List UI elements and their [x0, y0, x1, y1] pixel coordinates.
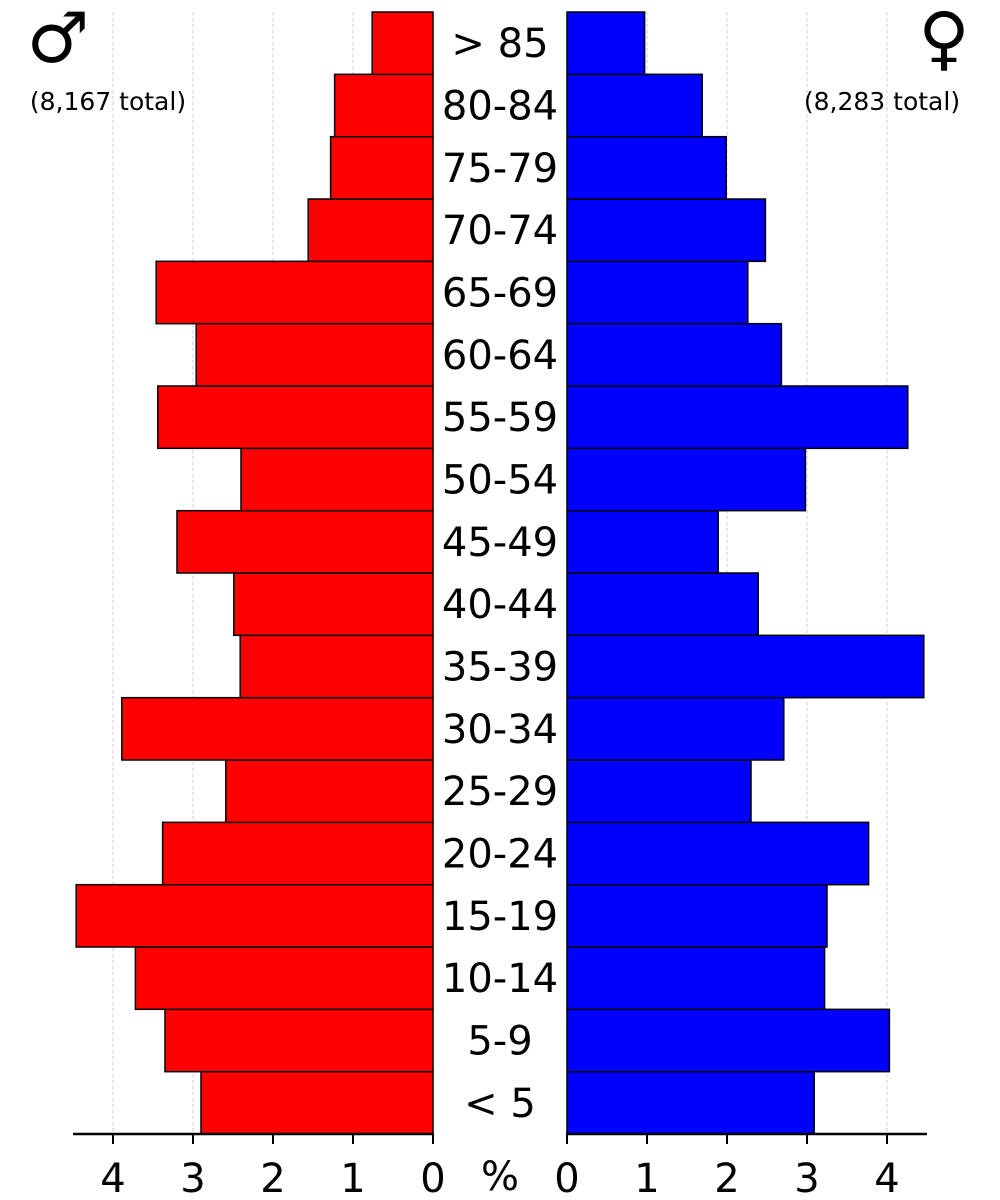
male-bar — [200, 1070, 434, 1135]
female-bar — [566, 509, 719, 574]
age-group-label: 75-79 — [442, 146, 558, 192]
female-symbol-icon: ♀ — [918, 0, 969, 79]
female-bar — [566, 11, 646, 76]
female-x-tick-label: 2 — [714, 1156, 739, 1200]
age-group-label: 40-44 — [442, 582, 558, 628]
female-bar — [566, 572, 759, 637]
age-group-labels: < 5 5-9 10-14 15-19 20-24 25-29 30-34 35-39 40-4… — [442, 21, 558, 1127]
male-x-tick-label: 4 — [100, 1156, 125, 1200]
female-bar — [566, 634, 925, 699]
female-bar — [566, 322, 783, 387]
age-group-label: 60-64 — [442, 333, 558, 379]
female-bar — [566, 260, 749, 325]
age-group-label: 30-34 — [442, 707, 558, 753]
age-group-label: 55-59 — [442, 395, 558, 441]
male-x-tick-label: 2 — [260, 1156, 285, 1200]
male-bar — [176, 509, 434, 574]
male-bar — [195, 322, 434, 387]
male-bar — [225, 759, 434, 824]
female-bar — [566, 883, 828, 948]
age-group-label: 25-29 — [442, 769, 558, 815]
female-bar — [566, 135, 727, 200]
female-bars — [566, 11, 925, 1135]
female-x-tick-label: 1 — [634, 1156, 659, 1200]
female-bar — [566, 447, 807, 512]
female-bar — [566, 696, 785, 761]
female-bar — [566, 1070, 815, 1135]
female-bar — [566, 821, 870, 886]
age-group-label: 5-9 — [467, 1019, 532, 1065]
male-symbol-icon: ♂ — [27, 0, 90, 79]
male-bar — [161, 821, 434, 886]
male-bar — [240, 447, 434, 512]
male-bar — [75, 883, 434, 948]
female-bar — [566, 1008, 891, 1073]
male-bar — [164, 1008, 434, 1073]
age-group-label: 35-39 — [442, 645, 558, 691]
male-total-label: (8,167 total) — [30, 87, 186, 116]
male-bars — [75, 11, 434, 1135]
female-bar — [566, 198, 767, 263]
male-x-tick-label: 3 — [180, 1156, 205, 1200]
age-group-label: 15-19 — [442, 894, 558, 940]
male-bar — [155, 260, 434, 325]
female-bar — [566, 946, 826, 1011]
age-group-label: 65-69 — [442, 271, 558, 317]
age-group-label: < 5 — [464, 1081, 536, 1127]
age-group-label: 10-14 — [442, 956, 558, 1002]
age-group-label: 20-24 — [442, 832, 558, 878]
male-bar — [233, 572, 434, 637]
female-total-label: (8,283 total) — [804, 87, 960, 116]
female-x-tick-label: 0 — [554, 1156, 579, 1200]
male-bar — [157, 385, 434, 450]
male-bar — [239, 634, 434, 699]
male-x-tick-label: 0 — [420, 1156, 445, 1200]
male-bar — [333, 73, 434, 138]
age-group-label: 80-84 — [442, 84, 558, 130]
male-bar — [134, 946, 434, 1011]
female-bar — [566, 759, 752, 824]
age-group-label: > 85 — [451, 21, 548, 67]
female-bar — [566, 385, 909, 450]
female-bar — [566, 73, 703, 138]
age-group-label: 70-74 — [442, 208, 558, 254]
age-group-label: 50-54 — [442, 458, 558, 504]
male-bar — [371, 11, 434, 76]
male-bar — [329, 135, 434, 200]
male-bar — [121, 696, 434, 761]
female-x-tick-label: 4 — [874, 1156, 899, 1200]
male-bar — [307, 198, 434, 263]
male-x-tick-label: 1 — [340, 1156, 365, 1200]
age-group-label: 45-49 — [442, 520, 558, 566]
female-x-tick-label: 3 — [794, 1156, 819, 1200]
x-unit-label: % — [481, 1154, 519, 1200]
axes: 0 0 1 1 2 2 3 3 4 4 — [73, 1132, 927, 1200]
